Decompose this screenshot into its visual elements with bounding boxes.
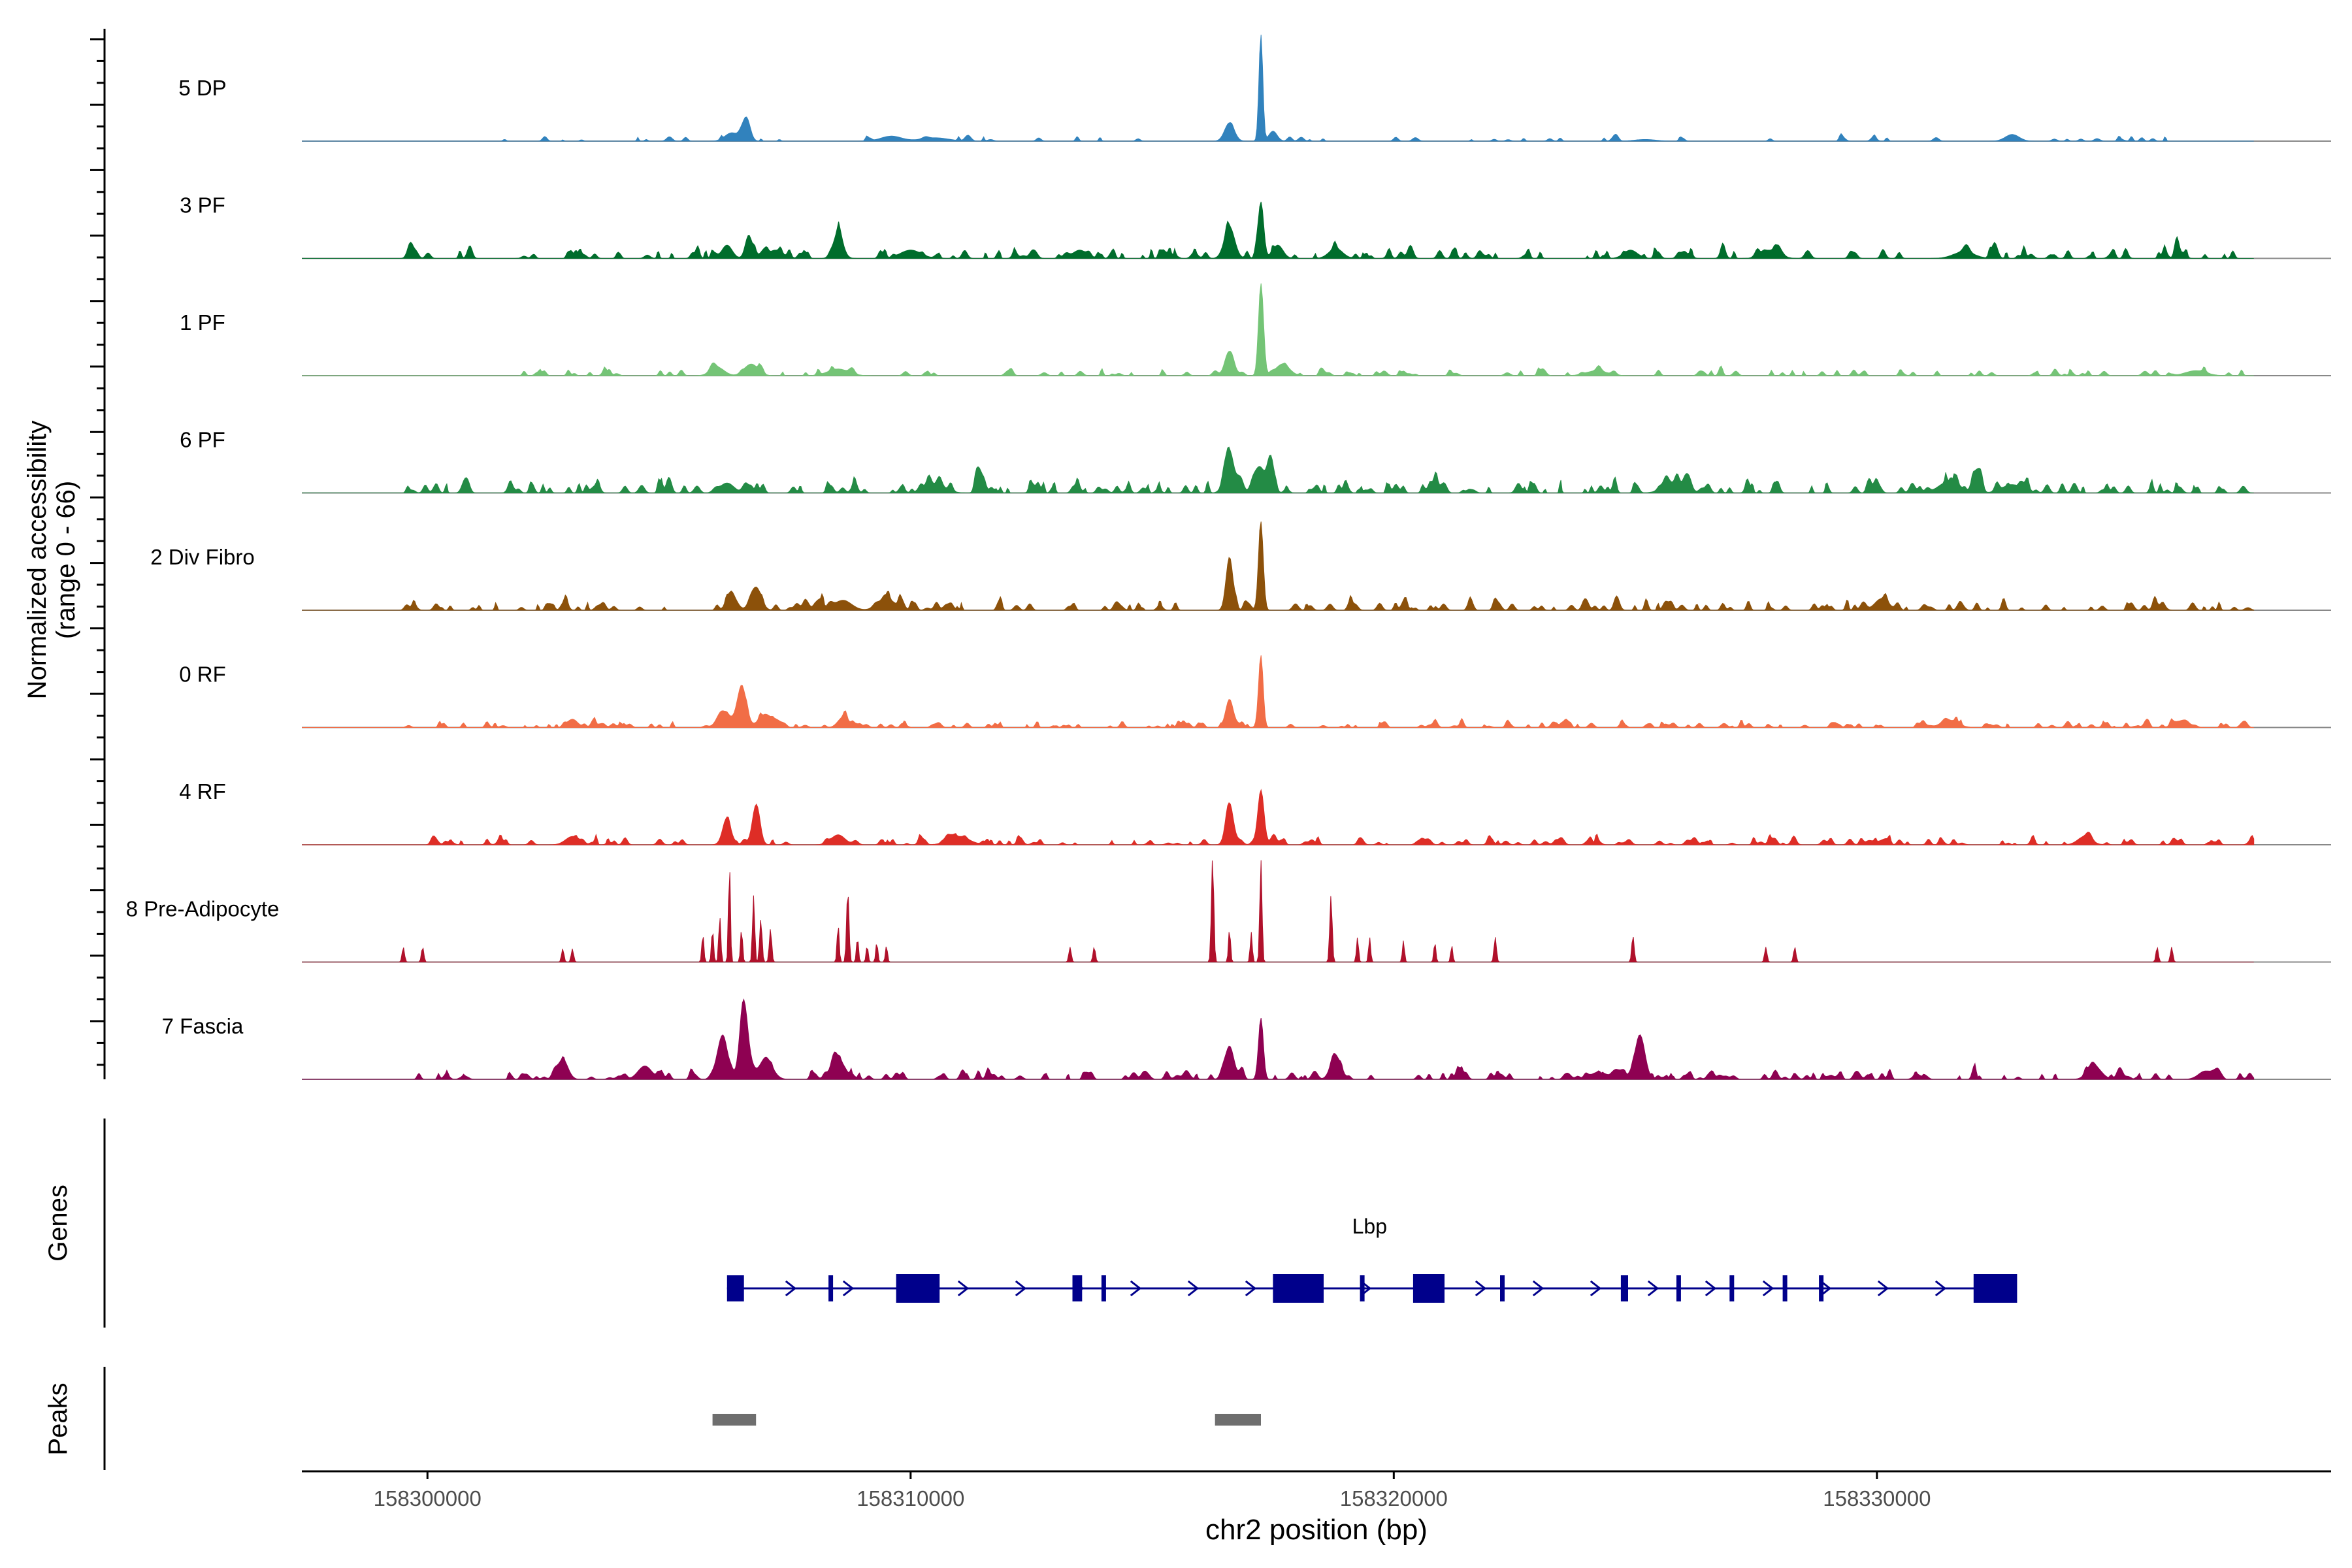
gene-exon [1782,1275,1788,1301]
strand-arrow [1130,1280,1142,1297]
track-label: 6 PF [180,428,225,452]
y-axis-title: Normalized accessibility (range 0 - 66) [23,421,80,700]
gene-exon [1676,1275,1681,1301]
x-axis-ticks: 158300000 158310000 158320000 158330000 [374,1471,1931,1511]
strand-arrow [957,1280,970,1297]
track-6-pf: 6 PF [180,428,2331,494]
coverage-area [302,283,2254,376]
track-2-div-fibro: 2 Div Fibro [150,521,2331,611]
peak-region-bar [1215,1414,1261,1426]
strand-arrow [1877,1280,1889,1297]
gene-exon [1360,1275,1365,1301]
gene-exon [1273,1274,1324,1303]
y-axis-title-line1: Normalized accessibility [23,421,52,700]
strand-arrow [1187,1280,1200,1297]
gene-exon [727,1275,744,1301]
strand-arrow [1015,1280,1027,1297]
gene-exon [1620,1275,1628,1301]
coverage-area [302,35,2254,142]
gene-exon [1500,1275,1505,1301]
strand-arrow [1705,1280,1717,1297]
peak-regions-panel [712,1414,1261,1426]
strand-arrow [1762,1280,1774,1297]
peaks-panel-label: Peaks [44,1382,73,1455]
peak-region-bar [712,1414,757,1426]
track-0-rf: 0 RF [179,655,2331,728]
track-label: 3 PF [180,193,225,218]
coverage-area [302,860,2254,963]
track-3-pf: 3 PF [180,193,2331,259]
strand-arrow [785,1280,797,1297]
gene-exon [828,1275,834,1301]
track-label: 1 PF [180,310,225,335]
gene-exon [1973,1274,2017,1303]
x-axis-title: chr2 position (bp) [1205,1514,1428,1546]
strand-arrow [1935,1280,1947,1297]
strand-arrow [842,1280,855,1297]
strand-arrow [1647,1280,1659,1297]
x-axis-tick-label: 158310000 [857,1486,964,1511]
track-label: 8 Pre-Adipocyte [126,897,280,921]
gene-label: Lbp [1352,1215,1387,1238]
gene-exon [896,1274,940,1303]
track-label: 2 Div Fibro [150,545,255,569]
coverage-area [302,201,2254,259]
gene-exon [1819,1275,1824,1301]
genes-panel-label: Genes [44,1184,73,1262]
track-4-rf: 4 RF [179,779,2331,845]
gene-exon [1413,1274,1445,1303]
track-5-dp: 5 DP [178,35,2331,142]
x-axis-tick-label: 158330000 [1823,1486,1931,1511]
strand-arrow [1245,1280,1257,1297]
track-8-pre-adipocyte: 8 Pre-Adipocyte [126,860,2331,963]
strand-arrow [1532,1280,1544,1297]
x-axis-tick-label: 158300000 [374,1486,482,1511]
strand-arrow [1820,1280,1832,1297]
gene-annotation-panel: Lbp [727,1215,2017,1303]
coverage-area [302,521,2255,611]
coverage-area [302,998,2255,1080]
coverage-area [302,789,2255,845]
tracks-y-axis-ticks [90,38,105,1066]
track-1-pf: 1 PF [180,283,2331,376]
gene-exon [1101,1275,1106,1301]
strand-arrow [1475,1280,1487,1297]
strand-arrow [1590,1280,1602,1297]
gene-lbp: Lbp [727,1215,2017,1303]
track-label: 0 RF [179,662,226,687]
x-axis-tick-label: 158320000 [1340,1486,1448,1511]
track-label: 5 DP [178,76,226,100]
coverage-area [302,655,2254,728]
gene-exon [1729,1275,1735,1301]
track-panel: 5 DP 3 PF 1 PF 6 PF 2 Div Fibro 0 RF 4 RF 8 Pre… [126,35,2331,1080]
track-7-fascia: 7 Fascia [162,998,2331,1080]
gene-exon [1072,1275,1083,1301]
y-axis-title-line2: (range 0 - 66) [52,481,80,639]
track-label: 4 RF [179,779,226,804]
coverage-area [302,446,2254,494]
track-label: 7 Fascia [162,1014,244,1038]
